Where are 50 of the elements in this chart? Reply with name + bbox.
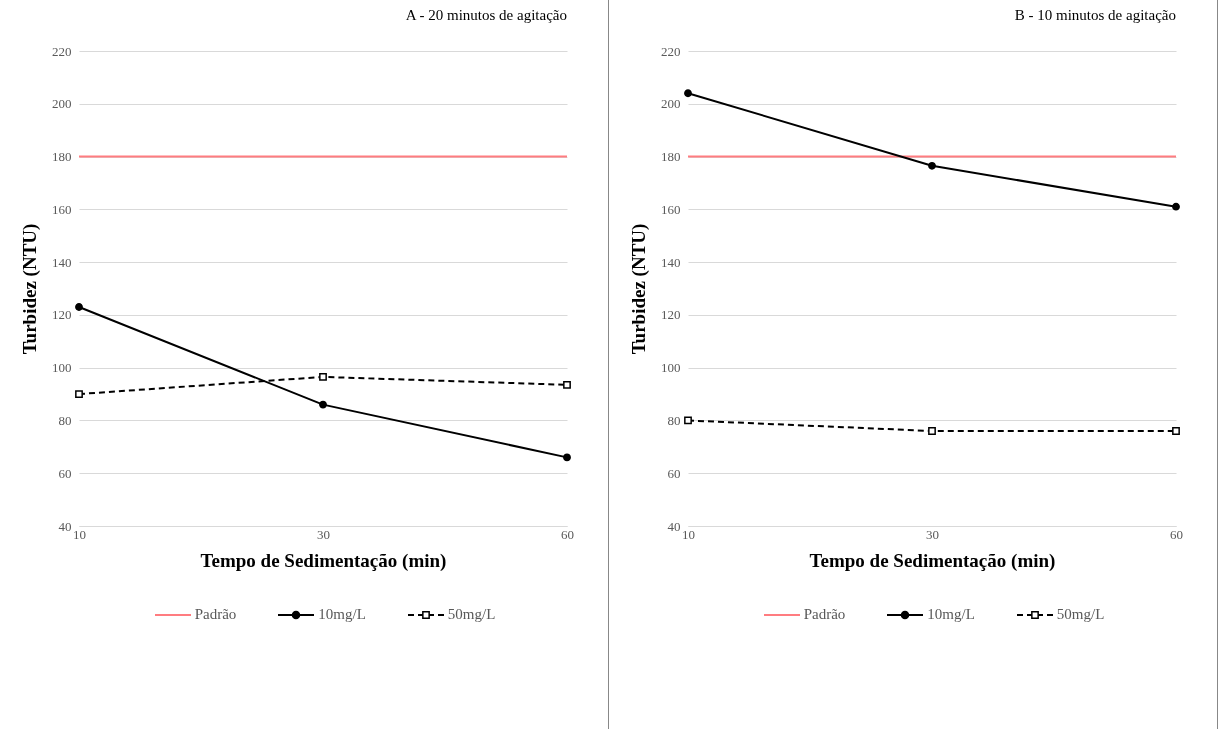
legend-label: 50mg/L [447, 606, 496, 623]
x-tick-label: 60 [1170, 526, 1183, 542]
y-tick-label: 100 [52, 360, 72, 376]
x-axis-title: Tempo de Sedimentação (min) [809, 549, 1056, 572]
y-tick-label: 100 [661, 360, 681, 376]
y-tick-label: 200 [661, 96, 681, 112]
y-tick-label: 40 [58, 518, 72, 534]
y-tick-label: 180 [661, 149, 681, 165]
point [1172, 202, 1180, 211]
point [684, 89, 692, 98]
y-tick-label: 60 [667, 465, 681, 481]
point [928, 427, 936, 435]
point [1172, 427, 1180, 435]
point [75, 390, 83, 398]
point [75, 303, 83, 311]
legend-label: 50mg/L [1056, 606, 1105, 623]
y-tick-label: 140 [661, 254, 681, 270]
y-tick-label: 220 [661, 43, 681, 59]
x-tick-label: 10 [682, 526, 695, 542]
y-tick-label: 160 [661, 201, 681, 217]
y-tick-label: 80 [667, 412, 681, 428]
point [684, 416, 692, 425]
x-tick-label: 30 [926, 526, 939, 542]
legend-label: 10mg/L [318, 606, 366, 623]
x-tick-label: 10 [73, 526, 86, 542]
point [563, 380, 571, 389]
y-axis-title: Turbidez (NTU) [628, 223, 650, 355]
point [319, 372, 327, 381]
point [928, 161, 936, 170]
legend-label: Padrão [803, 606, 846, 623]
y-tick-label: 180 [52, 149, 72, 165]
y-tick-label: 60 [58, 465, 72, 481]
y-tick-label: 160 [52, 201, 72, 217]
point [563, 453, 571, 462]
y-tick-label: 200 [52, 96, 72, 112]
x-axis-title: Tempo de Sedimentação (min) [200, 549, 447, 572]
legend-label: Padrão [194, 606, 237, 623]
x-tick-label: 60 [561, 526, 574, 542]
point [319, 400, 327, 409]
chart-title: A - 20 minutos de agitação [405, 7, 567, 23]
chart-title: B - 10 minutos de agitação [1014, 7, 1176, 23]
legend-label: 10mg/L [927, 606, 975, 623]
y-tick-label: 40 [667, 518, 681, 534]
y-tick-label: 140 [52, 254, 72, 270]
y-tick-label: 80 [58, 412, 72, 428]
y-tick-label: 220 [52, 43, 72, 59]
x-tick-label: 30 [317, 526, 330, 542]
y-tick-label: 120 [52, 307, 72, 323]
y-axis-title: Turbidez (NTU) [19, 223, 41, 355]
y-tick-label: 120 [661, 307, 681, 323]
